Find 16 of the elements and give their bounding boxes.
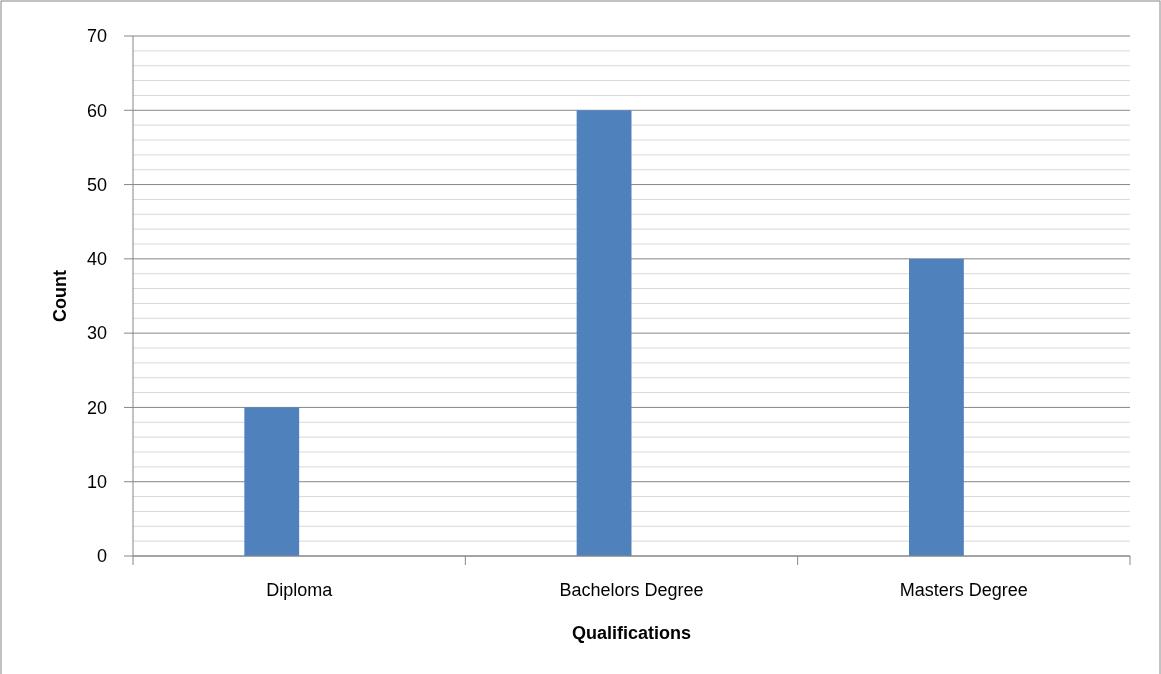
y-tick-label: 60 — [86, 100, 107, 121]
y-tick-label: 20 — [86, 397, 107, 418]
y-tick-label: 40 — [86, 249, 107, 270]
y-tick-label: 70 — [86, 26, 107, 47]
x-axis-title: Qualifications — [571, 623, 692, 643]
bar — [244, 407, 300, 556]
y-tick-label: 0 — [96, 546, 107, 567]
y-tick-label: 30 — [86, 323, 107, 344]
y-tick-label: 50 — [86, 174, 107, 195]
x-tick-label: Bachelors Degree — [559, 580, 704, 600]
bar — [576, 110, 632, 556]
y-tick-label: 10 — [86, 472, 107, 493]
bar — [909, 258, 964, 556]
x-tick-label: Masters Degree — [899, 580, 1028, 600]
x-tick-label: Diploma — [266, 580, 334, 600]
y-axis-title: Count — [50, 270, 70, 322]
